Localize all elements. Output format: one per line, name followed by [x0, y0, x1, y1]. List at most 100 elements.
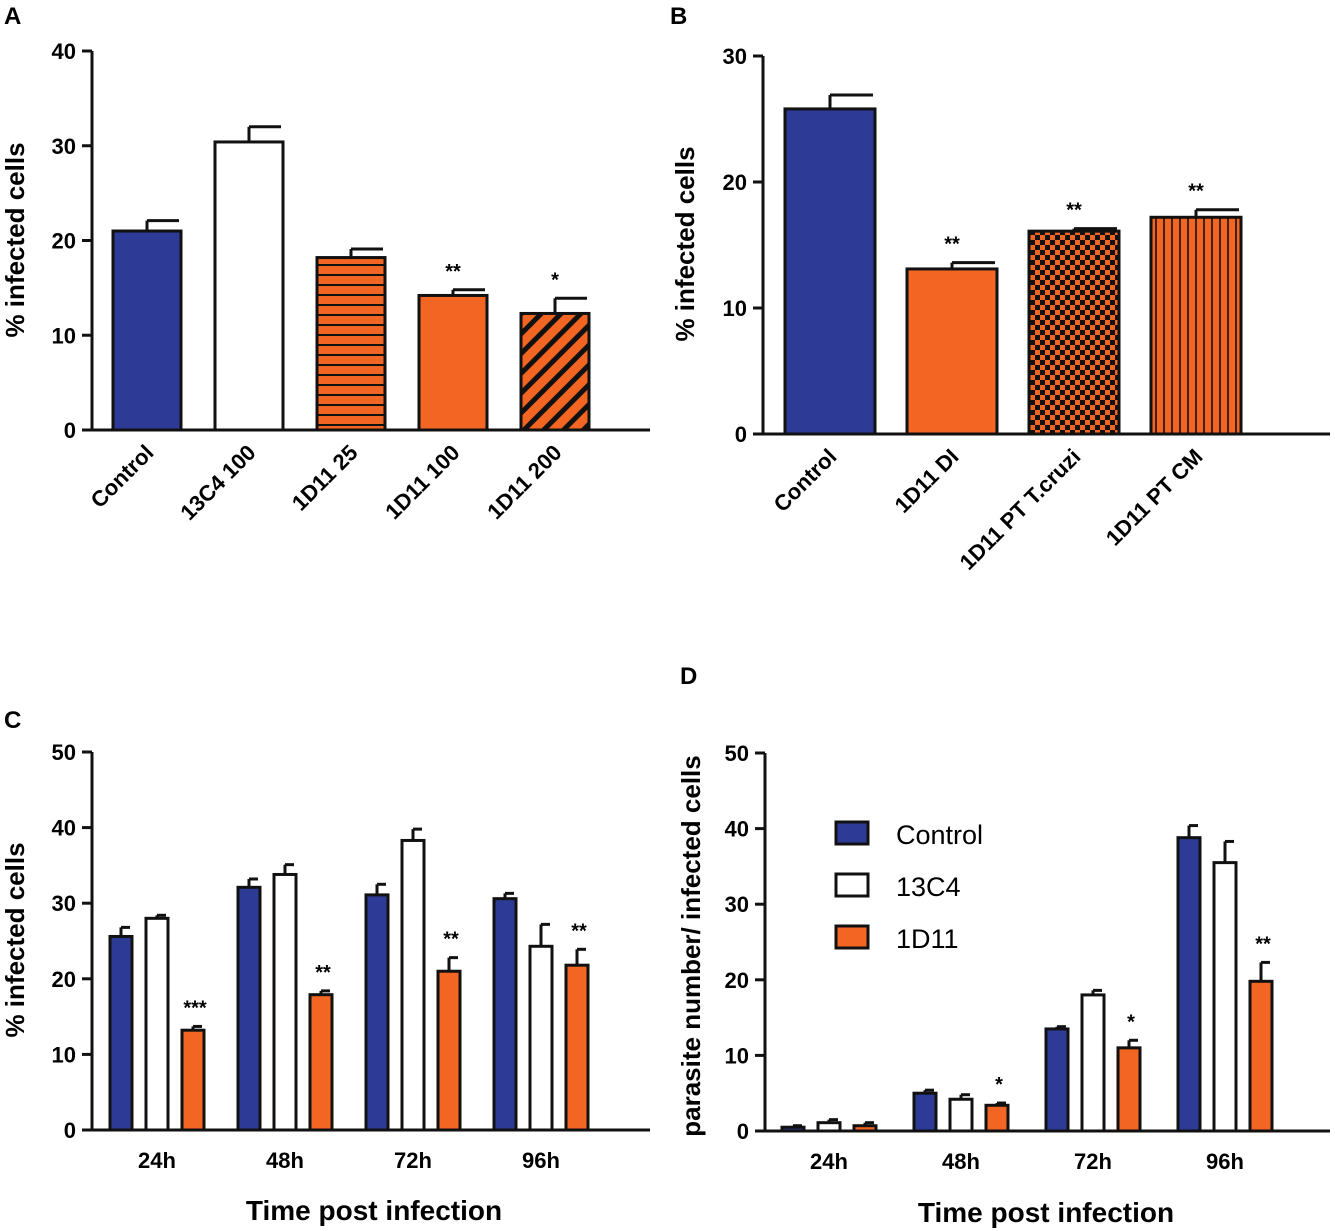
bar: [417, 293, 489, 432]
x-category-label: 1D11 DI: [890, 444, 964, 518]
bar-control: [236, 885, 262, 1132]
panel-label-d: D: [680, 663, 697, 690]
significance-label: **: [1188, 181, 1204, 203]
x-category-label: 1D11 200: [482, 440, 566, 524]
categories-d: 24h 48h 72h 96h: [810, 1149, 1244, 1174]
significance-label: **: [445, 261, 461, 283]
x-category-label: 24h: [810, 1149, 848, 1174]
y-tick-label: 30: [52, 891, 76, 916]
y-tick-label: 10: [725, 1043, 749, 1068]
bar-control: [364, 893, 390, 1132]
bar: [1149, 215, 1243, 436]
bar-13c4: [1212, 861, 1238, 1133]
legend-swatch-1d11: [834, 924, 870, 950]
bar-1d11: [180, 1028, 206, 1132]
bar-control: [1176, 836, 1202, 1133]
panel-c: C % infected cells Time post infection 0…: [0, 707, 650, 1226]
bars-b: ** ** **: [783, 93, 1243, 436]
bar-13c4: [816, 1121, 842, 1133]
bar-13c4: [400, 838, 426, 1132]
bar-control: [108, 934, 134, 1132]
bar-1d11: [1248, 979, 1274, 1133]
legend-swatch-13c4: [834, 872, 870, 898]
x-category-label: 1D11 PT T.cruzi: [955, 444, 1086, 575]
categories-a: Control 13C4 100 1D11 25 1D11 100 1D11 200: [86, 440, 567, 525]
legend-label-13c4: 13C4: [896, 872, 961, 902]
panel-b: B % infected cells 0 10 20 30 ** ** ** Contro…: [670, 3, 1330, 575]
y-tick-label: 0: [735, 422, 747, 447]
panel-d: D parasite number/ infected cells Time p…: [676, 663, 1330, 1228]
x-category-label: 1D11 PT CM: [1101, 444, 1208, 551]
significance-label: **: [1066, 200, 1082, 222]
y-tick-label: 20: [725, 968, 749, 993]
significance-label: **: [944, 234, 960, 256]
bars-c: ******* **: [108, 827, 590, 1132]
y-tick-label: 20: [723, 170, 747, 195]
x-category-label: 48h: [266, 1148, 304, 1173]
x-category-label: 72h: [394, 1148, 432, 1173]
x-axis-title-d: Time post infection: [918, 1197, 1174, 1228]
bar-13c4: [948, 1097, 974, 1133]
legend-label-1d11: 1D11: [896, 924, 959, 954]
panel-a: A % infected cells 0 10 20 30 40 ** * Control…: [0, 3, 650, 525]
legend-d: Control 13C4 1D11: [834, 820, 983, 954]
bar-13c4: [272, 872, 298, 1132]
y-tick-label: 40: [725, 817, 749, 842]
x-category-label: 96h: [522, 1148, 560, 1173]
y-tick-label: 40: [52, 39, 76, 64]
bar-control: [1044, 1027, 1070, 1133]
significance-label: *: [1127, 1011, 1135, 1033]
panel-label-a: A: [4, 3, 21, 30]
x-category-label: 72h: [1074, 1149, 1112, 1174]
x-category-label: 96h: [1206, 1149, 1244, 1174]
y-tick-label: 20: [52, 967, 76, 992]
bar-control: [912, 1091, 938, 1133]
significance-label: *: [995, 1074, 1003, 1096]
bars-d: ****: [780, 824, 1274, 1133]
significance-label: ***: [183, 997, 207, 1019]
y-axis-label-d: parasite number/ infected cells: [676, 755, 706, 1136]
y-tick-label: 30: [725, 892, 749, 917]
y-tick-label: 50: [725, 741, 749, 766]
x-category-label: 48h: [942, 1149, 980, 1174]
bar: [783, 107, 877, 436]
bar: [111, 229, 183, 432]
bar-1d11: [852, 1124, 878, 1133]
y-tick-label: 40: [52, 816, 76, 841]
y-axis-label-c: % infected cells: [0, 842, 30, 1037]
y-tick-label: 10: [52, 1042, 76, 1067]
bar-control: [780, 1125, 806, 1133]
y-tick-label: 30: [52, 134, 76, 159]
y-tick-label: 50: [52, 740, 76, 765]
x-category-label: Control: [86, 440, 159, 513]
significance-label: **: [315, 962, 331, 984]
y-tick-label: 0: [737, 1119, 749, 1144]
bar-1d11: [1116, 1046, 1142, 1133]
bar: [315, 256, 387, 432]
significance-label: **: [443, 929, 459, 951]
legend-label-control: Control: [896, 820, 983, 850]
axis-c: 0 10 20 30 40 50: [52, 740, 650, 1143]
bar: [213, 140, 285, 432]
bar-13c4: [1080, 993, 1106, 1133]
x-category-label: 1D11 100: [380, 440, 464, 524]
y-tick-label: 0: [64, 1118, 76, 1143]
y-tick-label: 0: [64, 418, 76, 443]
axis-d: 0 10 20 30 40 50: [725, 741, 1330, 1144]
bar: [519, 311, 591, 432]
bar-control: [492, 897, 518, 1132]
x-category-label: 1D11 25: [287, 440, 363, 516]
x-category-label: 24h: [138, 1148, 176, 1173]
bar-1d11: [564, 963, 590, 1132]
categories-c: 24h 48h 72h 96h: [138, 1148, 560, 1173]
y-tick-label: 10: [723, 296, 747, 321]
y-axis-label-a: % infected cells: [0, 142, 30, 337]
x-category-label: 13C4 100: [175, 440, 260, 525]
y-tick-label: 20: [52, 229, 76, 254]
legend-swatch-control: [834, 820, 870, 846]
bars-a: ** *: [111, 125, 591, 432]
y-axis-label-b: % infected cells: [670, 146, 700, 341]
y-tick-label: 10: [52, 323, 76, 348]
bar-13c4: [144, 916, 170, 1132]
